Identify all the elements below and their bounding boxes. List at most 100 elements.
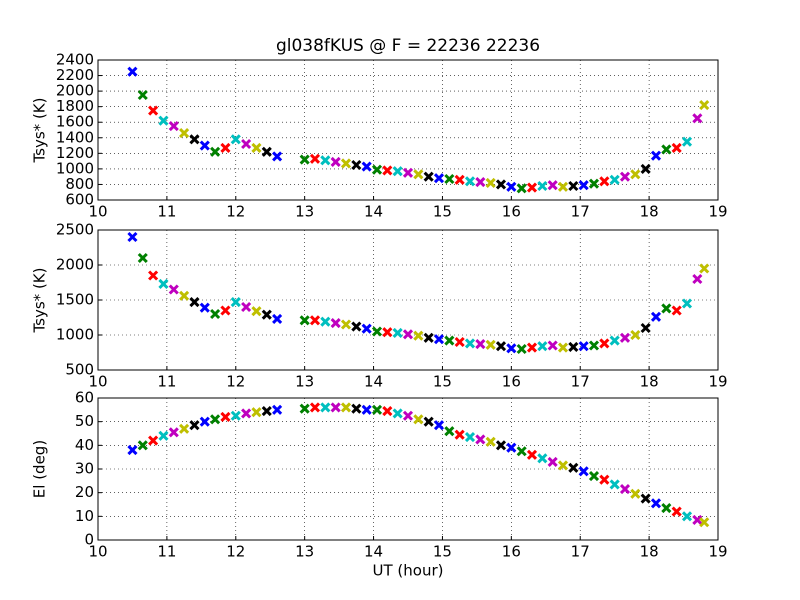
x-tick-label: 14 [364,543,383,561]
marker [609,335,620,346]
marker [630,329,641,341]
marker [588,340,600,351]
y-tick-label: 30 [75,460,94,478]
y-tick-label: 1000 [56,326,94,344]
marker [179,423,190,434]
y-axis-label: Tsys* (K) [31,268,49,334]
marker [454,336,465,348]
marker [516,446,527,457]
marker [547,180,558,191]
marker [692,273,703,285]
marker [516,183,527,194]
marker [361,404,372,415]
marker [423,416,434,427]
marker [272,151,283,162]
marker [371,326,383,337]
x-tick-label: 17 [571,203,590,221]
marker [402,329,414,340]
x-tick-label: 19 [708,203,727,221]
marker [382,405,393,417]
marker [506,343,517,354]
marker [340,158,352,169]
marker [495,179,507,190]
marker [661,144,672,155]
marker [506,181,517,192]
x-tick-label: 15 [433,203,452,221]
marker [210,414,221,425]
marker [609,479,620,490]
marker [640,322,651,334]
marker [609,174,620,185]
marker [230,134,241,145]
marker [137,440,148,451]
marker [382,165,393,176]
marker [137,89,148,101]
marker [210,146,221,157]
marker [588,471,600,482]
y-tick-label: 20 [75,483,94,501]
x-tick-label: 18 [640,373,659,391]
marker [516,343,527,355]
marker [127,445,138,456]
marker [371,404,383,415]
x-tick-label: 18 [640,203,659,221]
marker [413,169,424,180]
x-tick-label: 14 [364,373,383,391]
marker [661,303,672,314]
x-tick-label: 17 [571,543,590,561]
marker [599,474,610,485]
marker [557,460,569,471]
x-tick-label: 18 [640,543,659,561]
marker [464,431,476,443]
x-tick-label: 16 [502,203,521,221]
x-tick-label: 13 [295,373,314,391]
marker [168,284,179,295]
marker [619,171,631,182]
marker [127,66,138,77]
x-tick-label: 10 [88,203,107,221]
marker [699,100,710,111]
marker [127,231,138,243]
marker [650,498,662,509]
marker [261,405,272,417]
marker [588,178,600,189]
marker [241,408,252,419]
marker [320,402,331,413]
x-tick-label: 10 [88,373,107,391]
x-tick-label: 11 [157,373,176,391]
marker [444,426,455,437]
x-tick-label: 11 [157,543,176,561]
marker [251,407,262,418]
marker [137,252,148,264]
marker [578,180,589,191]
marker [330,156,341,167]
marker [272,404,283,415]
marker [619,484,631,495]
marker [485,177,496,188]
marker [189,420,200,431]
marker [464,176,476,187]
y-tick-label: 2000 [56,82,94,100]
marker [495,440,507,451]
marker [526,342,538,353]
marker [220,305,231,316]
y-tick-label: 2500 [56,221,94,239]
marker [309,315,321,326]
y-tick-label: 2000 [56,256,94,274]
y-tick-label: 1200 [56,144,94,162]
marker [199,140,210,151]
marker [547,340,558,351]
marker [309,402,321,413]
marker [168,121,179,132]
marker [661,502,672,514]
marker [261,309,272,320]
marker [423,332,434,343]
marker [444,335,455,346]
marker [220,142,231,153]
marker [599,176,610,187]
y-tick-label: 1000 [56,159,94,177]
marker [650,311,662,322]
marker [241,138,252,150]
marker [568,180,579,192]
